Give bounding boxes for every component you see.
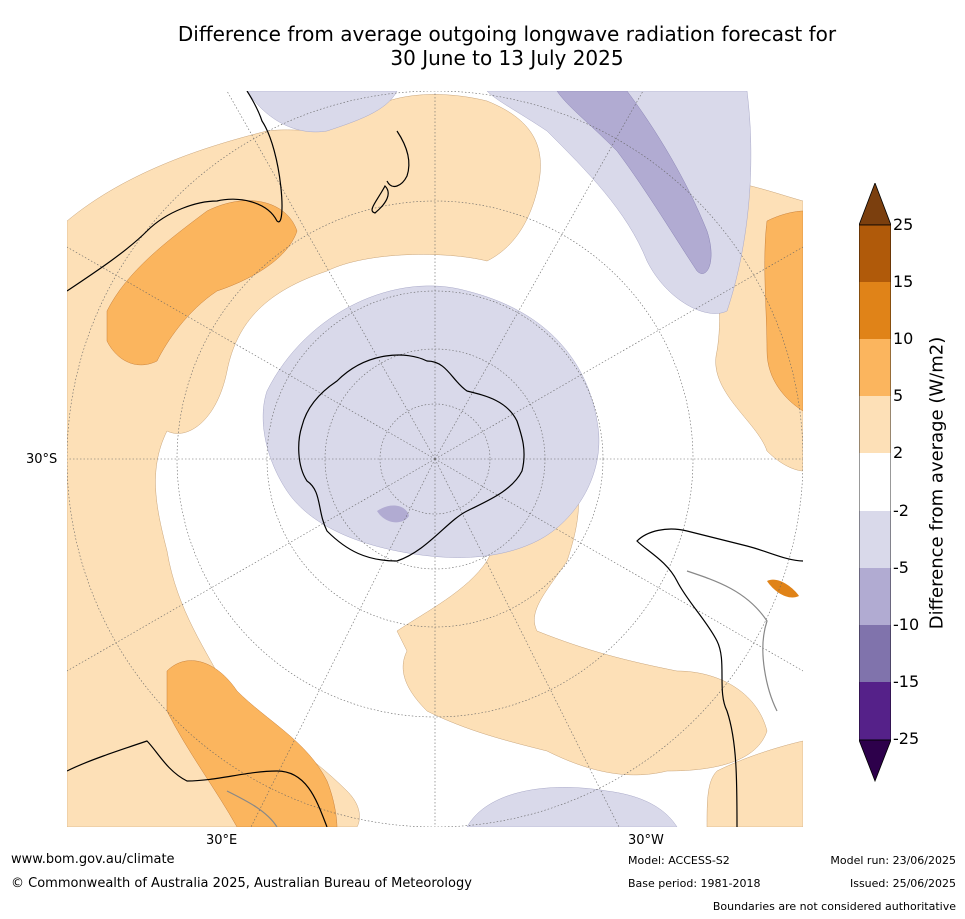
africa-borders: [226, 790, 278, 827]
meridian-120e: [67, 246, 436, 460]
footer-model: Model: ACCESS-S2: [628, 854, 730, 867]
anomaly-negative-5-10-upper: [556, 91, 712, 274]
colorbar-tick-m10: -10: [893, 615, 920, 634]
footer-copyright: © Commonwealth of Australia 2025, Austra…: [11, 876, 472, 891]
meridian-60e: [67, 458, 436, 672]
lat-circle-80s: [379, 403, 491, 515]
footer-website[interactable]: www.bom.gov.au/climate: [11, 852, 175, 867]
title-line-1: Difference from average outgoing longwav…: [177, 22, 837, 46]
colorbar-bin-m2-m5: [859, 511, 891, 568]
anomaly-positive-10-15-patch: [767, 579, 799, 598]
colorbar: [859, 183, 891, 783]
australia-coast: [67, 91, 283, 292]
colorbar-extend-low: [859, 739, 891, 783]
footer-base-period: Base period: 1981-2018: [628, 877, 761, 890]
meridian-150w: [434, 91, 644, 460]
south-america-coast: [636, 528, 803, 827]
colorbar-tick-10: 10: [893, 329, 914, 348]
colorbar-bin-10-15: [859, 282, 891, 339]
new-zealand-north: [386, 130, 410, 188]
meridian-120w: [434, 246, 803, 460]
map-title: Difference from average outgoing longwav…: [0, 22, 965, 70]
colorbar-extend-high: [859, 183, 891, 226]
colorbar-label: Difference from average (W/m2): [926, 336, 948, 630]
lon-label-30w: 30°W: [628, 833, 664, 848]
africa-coast: [67, 740, 328, 827]
meridian-60w: [434, 458, 803, 672]
anomaly-positive-5-10-australia: [106, 200, 298, 366]
colorbar-bin-m5-m10: [859, 568, 891, 625]
colorbar-bin-neutral: [859, 453, 891, 511]
colorbar-tick-5: 5: [893, 386, 904, 405]
graticule: [67, 91, 803, 827]
anomaly-positive-5-10-indian: [166, 660, 338, 827]
polar-map: [67, 91, 803, 827]
antarctica-coast: [298, 354, 525, 562]
anomaly-negative-2-5-bottom: [466, 787, 678, 827]
colorbar-tick-m25: -25: [893, 729, 920, 748]
south-america-borders: [686, 570, 778, 712]
footer-boundaries-note: Boundaries are not considered authoritat…: [712, 900, 956, 913]
anomaly-positive-5-10-south-america: [764, 210, 803, 412]
anomaly-negative-2-5-upper: [486, 91, 752, 314]
new-zealand-south: [371, 185, 389, 214]
coastlines: [67, 91, 803, 827]
colorbar-tick-15: 15: [893, 272, 914, 291]
anomaly-negative-2-5-topleft: [246, 91, 398, 133]
anomaly-positive-2-5-patch-east: [706, 740, 803, 827]
colorbar-bin-m15-m25: [859, 682, 891, 740]
colorbar-bin-15-25: [859, 225, 891, 282]
colorbar-tick-m5: -5: [893, 558, 909, 577]
lat-label-30s: 30°S: [26, 452, 58, 467]
footer-issued: Issued: 25/06/2025: [849, 877, 956, 890]
colorbar-bin-5-10: [859, 339, 891, 396]
colorbar-bin-m10-m15: [859, 625, 891, 682]
meridian-150e: [226, 91, 436, 460]
anomaly-negative-5-10-antarctic: [377, 505, 409, 523]
colorbar-bin-2-5: [859, 396, 891, 453]
footer-model-run: Model run: 23/06/2025: [830, 854, 956, 867]
colorbar-tick-m2: -2: [893, 501, 909, 520]
colorbar-tick-25: 25: [893, 215, 914, 234]
colorbar-frame: [859, 224, 891, 741]
colorbar-tick-2: 2: [893, 443, 904, 462]
lon-label-30e: 30°E: [206, 833, 238, 848]
lat-circle-45s: [176, 200, 694, 718]
national-boundaries: [226, 570, 778, 827]
colorbar-tick-m15: -15: [893, 672, 920, 691]
title-line-2: 30 June to 13 July 2025: [390, 46, 624, 70]
